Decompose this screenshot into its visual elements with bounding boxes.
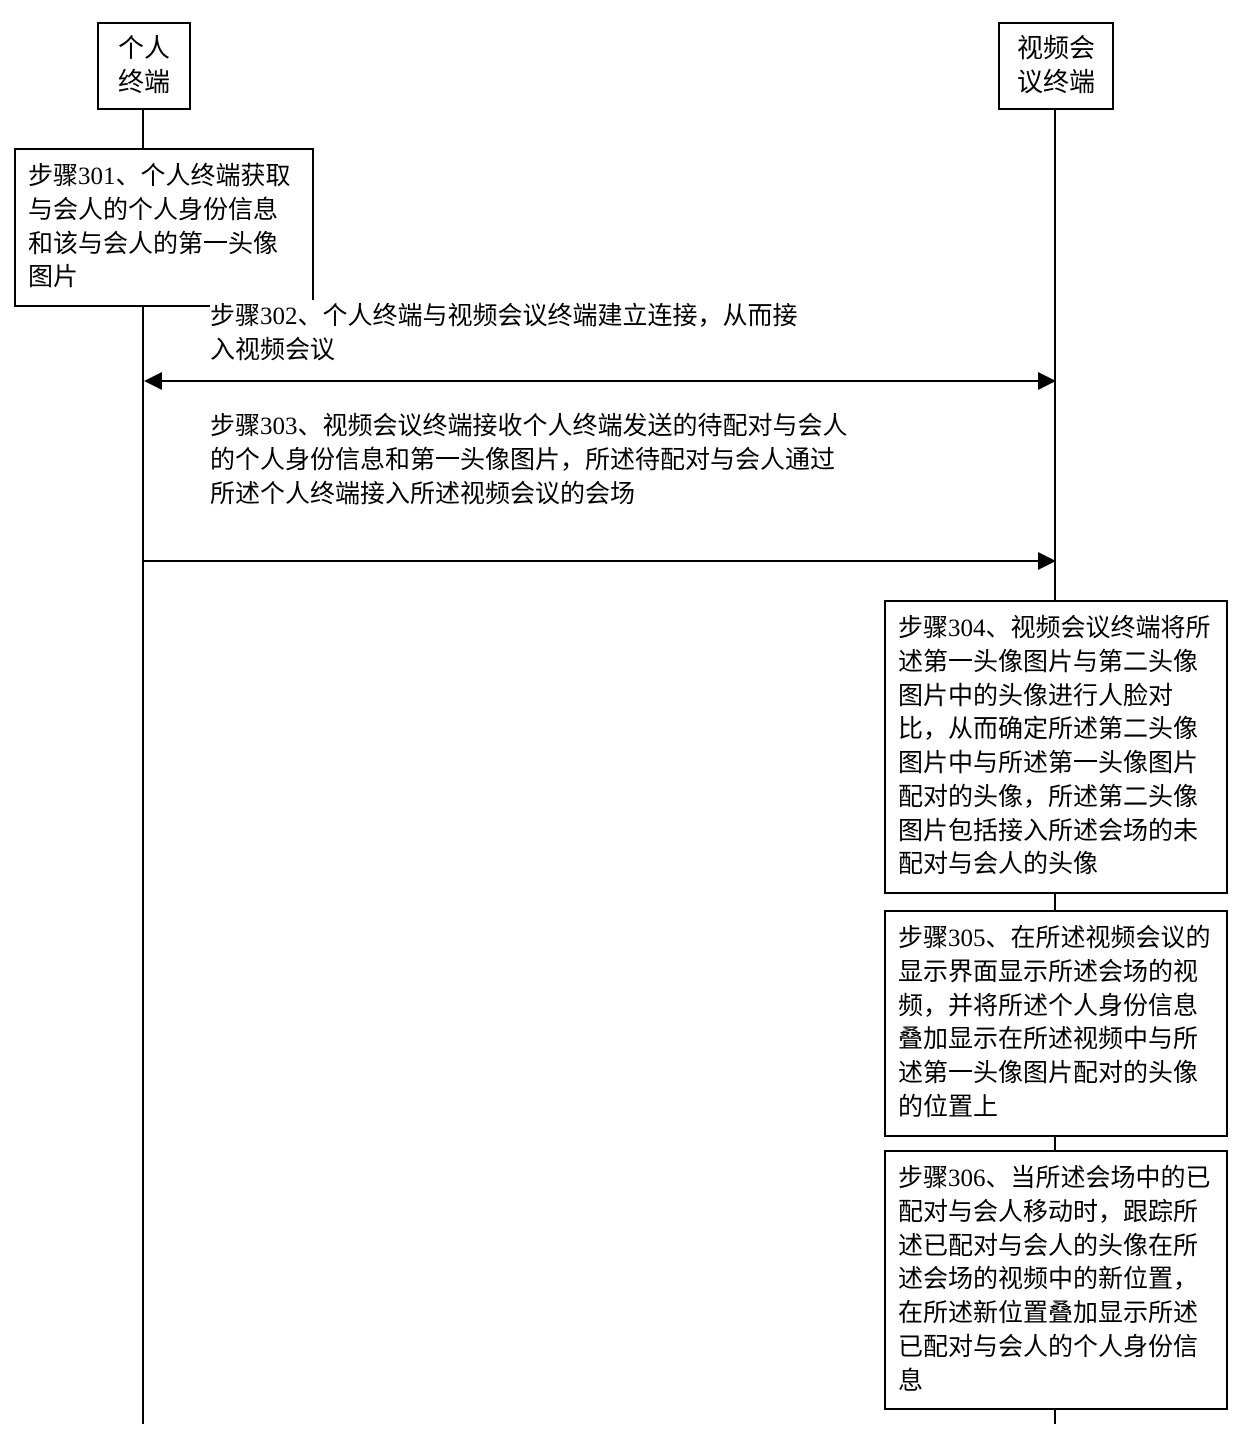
actor-left-line1: 个人 bbox=[115, 32, 173, 66]
arrow-303-line bbox=[144, 560, 1038, 562]
step-303-text: 步骤303、视频会议终端接收个人终端发送的待配对与会人的个人身份信息和第一头像图… bbox=[210, 413, 848, 508]
step-304-box: 步骤304、视频会议终端将所述第一头像图片与第二头像图片中的头像进行人脸对比，从… bbox=[884, 600, 1228, 894]
step-301-box: 步骤301、个人终端获取与会人的个人身份信息和该与会人的第一头像图片 bbox=[14, 148, 314, 307]
step-305-box: 步骤305、在所述视频会议的显示界面显示所述会场的视频，并将所述个人身份信息叠加… bbox=[884, 910, 1228, 1137]
actor-left-line2: 终端 bbox=[115, 66, 173, 100]
actor-right-line2: 议终端 bbox=[1016, 66, 1096, 100]
step-303-label: 步骤303、视频会议终端接收个人终端发送的待配对与会人的个人身份信息和第一头像图… bbox=[210, 410, 850, 511]
step-306-box: 步骤306、当所述会场中的已配对与会人移动时，跟踪所述已配对与会人的头像在所述会… bbox=[884, 1150, 1228, 1410]
step-306-text: 步骤306、当所述会场中的已配对与会人移动时，跟踪所述已配对与会人的头像在所述会… bbox=[898, 1165, 1211, 1395]
arrow-302-line bbox=[160, 380, 1038, 382]
step-302-label: 步骤302、个人终端与视频会议终端建立连接，从而接入视频会议 bbox=[210, 300, 820, 368]
step-304-text: 步骤304、视频会议终端将所述第一头像图片与第二头像图片中的头像进行人脸对比，从… bbox=[898, 615, 1211, 878]
step-305-text: 步骤305、在所述视频会议的显示界面显示所述会场的视频，并将所述个人身份信息叠加… bbox=[898, 925, 1211, 1121]
actor-personal-terminal: 个人 终端 bbox=[97, 22, 191, 110]
step-301-text: 步骤301、个人终端获取与会人的个人身份信息和该与会人的第一头像图片 bbox=[28, 163, 291, 291]
actor-video-conf-terminal: 视频会 议终端 bbox=[998, 22, 1114, 110]
step-302-text: 步骤302、个人终端与视频会议终端建立连接，从而接入视频会议 bbox=[210, 303, 798, 364]
actor-right-line1: 视频会 bbox=[1016, 32, 1096, 66]
arrow-302-head-right bbox=[1038, 372, 1056, 390]
arrow-302-head-left bbox=[144, 372, 162, 390]
arrow-303-head-right bbox=[1038, 552, 1056, 570]
